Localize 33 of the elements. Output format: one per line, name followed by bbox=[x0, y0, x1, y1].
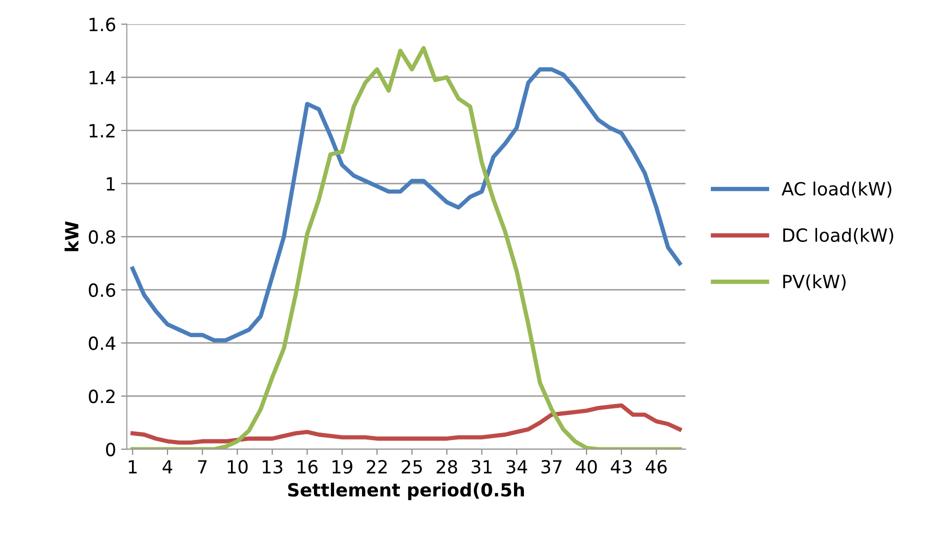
x-tick-label: 13 bbox=[262, 460, 282, 474]
x-axis-title: Settlement period(0.5h bbox=[288, 482, 524, 500]
x-tick-label: 22 bbox=[366, 460, 387, 474]
x-tick-label: 37 bbox=[542, 460, 562, 474]
x-tick-label: 1 bbox=[128, 460, 137, 474]
y-tick-label: 0.2 bbox=[88, 390, 115, 404]
x-tick-label: 25 bbox=[402, 460, 422, 474]
x-tick-label: 7 bbox=[198, 460, 207, 474]
y-tick-label: 1.2 bbox=[90, 124, 115, 138]
line-series bbox=[130, 46, 682, 450]
x-tick-label: 4 bbox=[162, 460, 172, 474]
x-tick-label: 40 bbox=[576, 460, 597, 474]
y-tick-label: 0.6 bbox=[88, 283, 116, 297]
x-tick-label: 28 bbox=[436, 460, 458, 474]
y-tick-label: 1.6 bbox=[90, 18, 116, 32]
line-series bbox=[130, 403, 682, 445]
x-tick-label: 43 bbox=[610, 460, 632, 474]
x-tick-label: 16 bbox=[298, 460, 318, 474]
x-tick-label: 10 bbox=[228, 460, 248, 474]
y-tick-label: 1.4 bbox=[90, 71, 116, 84]
legend-label: PV(kW) bbox=[783, 274, 846, 290]
y-tick-label: 0.4 bbox=[88, 336, 116, 350]
y-tick-label: 0.8 bbox=[88, 230, 116, 244]
legend-label: AC load(kW) bbox=[782, 182, 892, 198]
y-tick-label: 1 bbox=[106, 177, 115, 190]
x-tick-label: 31 bbox=[472, 460, 492, 474]
x-tick-label: 19 bbox=[332, 460, 352, 474]
y-tick-label: 0 bbox=[106, 442, 116, 456]
x-tick-label: 34 bbox=[506, 460, 528, 474]
line-series bbox=[130, 67, 682, 342]
legend-label: DC load(kW) bbox=[783, 228, 894, 244]
x-tick-label: 46 bbox=[646, 460, 667, 474]
y-axis-title: kW bbox=[64, 221, 78, 252]
